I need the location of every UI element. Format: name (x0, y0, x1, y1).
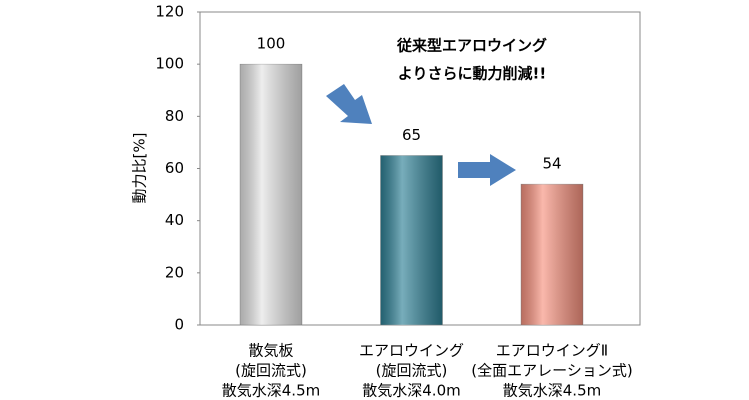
y-tick-label: 20 (165, 263, 184, 281)
bar (520, 183, 584, 326)
x-tick-label: (旋回流式) (376, 362, 448, 380)
annotation: 従来型エアロウイング (396, 37, 547, 55)
y-tick-label: 100 (155, 55, 184, 73)
x-tick-label: 散気水深4.5m (222, 382, 320, 400)
arrow (458, 154, 516, 186)
x-tick-label: 散気板 (248, 342, 293, 360)
y-tick-label: 120 (155, 3, 184, 21)
x-tick-label: 散気水深4.0m (362, 382, 460, 400)
bar (380, 155, 443, 326)
value-label: 100 (257, 35, 286, 53)
bar (239, 63, 303, 326)
y-axis-label: 動力比[%] (131, 133, 149, 204)
x-tick-label: エアロウイング (359, 342, 464, 360)
arrow (326, 84, 372, 124)
y-tick-label: 60 (165, 159, 184, 177)
y-tick-label: 40 (165, 211, 184, 229)
y-tick-label: 0 (174, 316, 184, 334)
value-label: 54 (542, 155, 561, 173)
x-tick-label: (全面エアレーション式) (471, 362, 632, 380)
x-tick-label: エアロウイングⅡ (496, 342, 608, 360)
x-tick-label: 散気水深4.5m (503, 382, 601, 400)
y-tick-label: 80 (165, 107, 184, 125)
annotation: よりさらに動力削減!! (398, 65, 546, 83)
x-tick-label: (旋回流式) (235, 362, 307, 380)
value-label: 65 (402, 126, 421, 144)
